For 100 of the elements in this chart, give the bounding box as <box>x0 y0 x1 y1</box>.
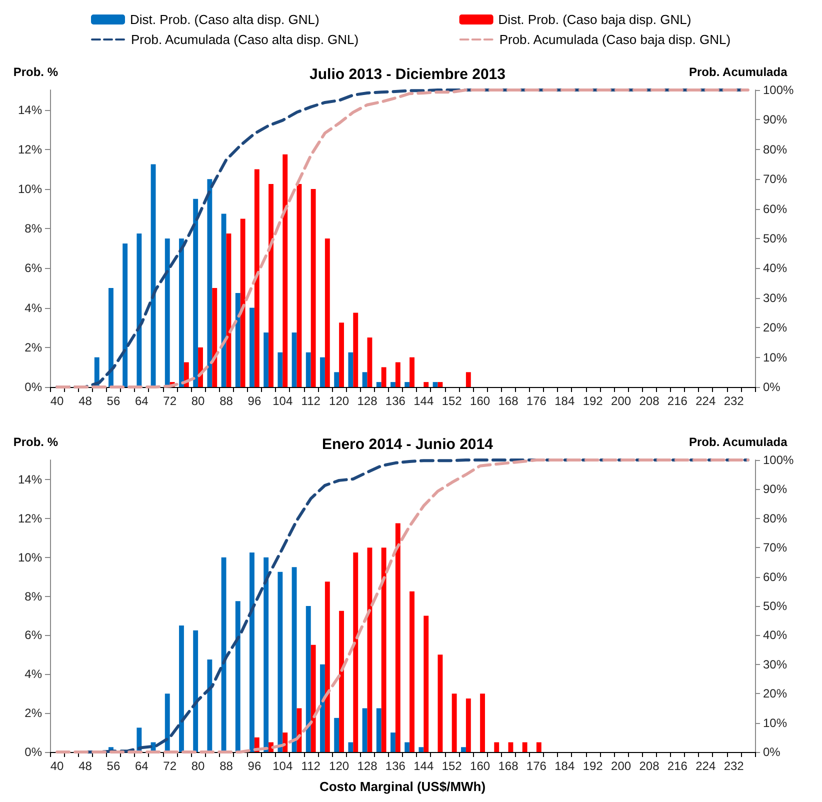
y2-tick-label: 80% <box>763 142 788 156</box>
bar <box>353 312 358 387</box>
bar <box>452 694 457 752</box>
bar <box>376 708 382 752</box>
bar <box>466 372 471 387</box>
x-tick-label: 160 <box>470 394 490 408</box>
bar <box>381 548 386 752</box>
x-tick-label: 192 <box>582 759 604 773</box>
bar <box>353 552 358 752</box>
bar <box>235 601 240 752</box>
y-tick-label: 12% <box>18 511 42 526</box>
bar <box>193 630 198 752</box>
bar <box>362 708 368 752</box>
bar <box>348 742 354 752</box>
bar <box>410 591 414 752</box>
x-tick-label: 48 <box>78 759 92 773</box>
x-tick-label: 136 <box>385 394 406 408</box>
bar <box>207 660 212 752</box>
bar <box>310 644 316 752</box>
x-tick-label: 80 <box>191 759 206 773</box>
x-tick-label: 232 <box>724 394 744 408</box>
x-tick-label: 216 <box>667 759 688 773</box>
x-axis-title: Costo Marginal (US$/MWh) <box>319 779 486 794</box>
bar <box>339 322 344 387</box>
bar <box>264 332 269 387</box>
y-tick-label: 10% <box>18 182 42 196</box>
bar <box>395 362 400 387</box>
x-tick-label: 200 <box>611 394 632 408</box>
y2-tick-label: 10% <box>763 716 788 730</box>
y2-tick-label: 40% <box>763 628 788 642</box>
bar <box>150 164 156 387</box>
chart-title: Julio 2013 - Diciembre 2013 <box>310 66 506 83</box>
bar <box>390 732 396 752</box>
x-tick-label: 112 <box>301 394 321 408</box>
bar <box>324 238 330 387</box>
y2-axis-title: Prob. Acumulada <box>689 435 788 449</box>
y-tick-label: 2% <box>24 706 42 720</box>
x-tick-label: 208 <box>639 394 660 408</box>
bar <box>381 367 386 387</box>
y2-tick-label: 30% <box>763 290 788 305</box>
bar <box>193 198 198 387</box>
x-tick-label: 72 <box>163 759 177 773</box>
bar <box>310 189 316 387</box>
bar <box>362 372 368 387</box>
x-tick-label: 64 <box>134 759 149 773</box>
bar <box>404 382 410 387</box>
y2-tick-label: 80% <box>763 511 788 526</box>
y2-tick-label: 50% <box>763 232 788 246</box>
y-tick-label: 8% <box>24 222 42 236</box>
bar <box>235 292 240 387</box>
bar <box>395 523 400 752</box>
bar <box>212 288 218 387</box>
y-tick-label: 6% <box>24 261 42 276</box>
bar <box>207 179 212 387</box>
x-tick-label: 224 <box>696 759 716 773</box>
x-tick-label: 144 <box>414 394 434 408</box>
x-tick-label: 208 <box>639 759 660 773</box>
bar <box>221 557 226 752</box>
bar <box>306 352 311 387</box>
y2-tick-label: 90% <box>763 112 788 127</box>
bar <box>424 382 429 387</box>
x-tick-label: 144 <box>414 759 434 773</box>
bar <box>339 610 344 752</box>
y2-tick-label: 60% <box>763 202 788 216</box>
bar <box>240 218 246 387</box>
bar <box>334 372 340 387</box>
bar <box>324 582 330 752</box>
y-tick-label: 14% <box>18 472 42 486</box>
y-tick-label: 12% <box>18 142 42 156</box>
y2-tick-label: 100% <box>763 83 794 97</box>
x-tick-label: 176 <box>526 394 547 408</box>
x-tick-label: 152 <box>442 394 462 408</box>
x-tick-label: 88 <box>220 759 234 773</box>
bar <box>264 557 269 752</box>
bar <box>136 234 142 387</box>
bar <box>376 382 382 387</box>
bar <box>268 184 274 387</box>
x-tick-label: 232 <box>724 759 744 773</box>
x-tick-label: 152 <box>442 759 462 773</box>
x-tick-label: 224 <box>696 394 716 408</box>
x-tick-label: 64 <box>134 394 149 408</box>
x-tick-label: 112 <box>301 759 321 773</box>
y-tick-label: 2% <box>24 340 42 354</box>
chart-title: Enero 2014 - Junio 2014 <box>322 436 494 453</box>
bar <box>282 732 288 752</box>
y-tick-label: 10% <box>18 550 42 564</box>
bar <box>334 718 340 752</box>
bar <box>179 625 184 752</box>
legend-label: Prob. Acumulada (Caso baja disp. GNL) <box>499 32 731 47</box>
y2-tick-label: 60% <box>763 570 788 584</box>
y-axis-title: Prob. % <box>13 65 58 79</box>
y-tick-label: 4% <box>24 667 42 682</box>
x-tick-label: 104 <box>272 394 293 408</box>
legend-label: Dist. Prob. (Caso alta disp. GNL) <box>130 12 320 27</box>
x-tick-label: 72 <box>163 394 177 408</box>
x-tick-label: 184 <box>554 759 575 773</box>
bar <box>320 357 325 387</box>
bar <box>480 694 485 752</box>
y2-tick-label: 10% <box>763 350 788 364</box>
legend-label: Prob. Acumulada (Caso alta disp. GNL) <box>131 32 359 47</box>
